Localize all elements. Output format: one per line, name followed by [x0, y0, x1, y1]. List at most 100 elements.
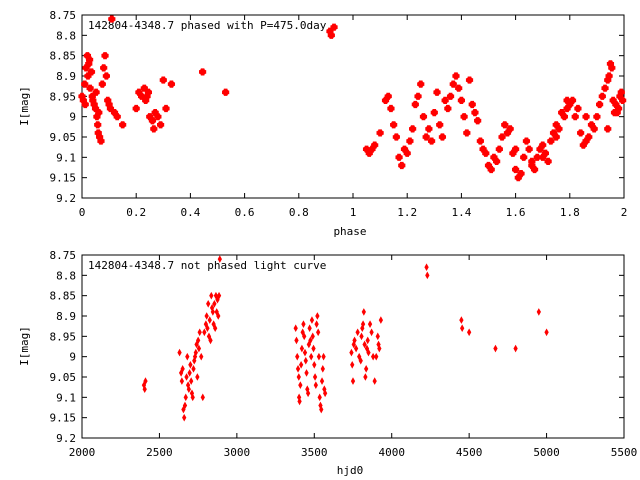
data-point: [305, 389, 311, 398]
x-tick-label: 3500: [301, 446, 328, 459]
data-point: [563, 96, 571, 104]
data-point: [187, 369, 192, 377]
data-point: [395, 153, 403, 161]
data-point: [455, 84, 463, 92]
data-point: [604, 76, 612, 84]
data-point: [143, 92, 151, 100]
data-point: [185, 352, 190, 361]
data-point: [571, 113, 579, 121]
data-point: [312, 360, 317, 369]
data-point: [188, 360, 193, 369]
x-tick-label: 3000: [224, 446, 251, 459]
data-point: [295, 352, 300, 361]
y-tick-label: 8.85: [50, 50, 77, 63]
phased-light-curve-chart: 142804-4348.7 phased with P=475.0day pha…: [18, 9, 627, 238]
data-point: [555, 125, 563, 133]
data-point: [365, 149, 373, 157]
data-point: [498, 133, 506, 141]
data-point: [419, 113, 428, 121]
data-point: [97, 137, 105, 145]
y-tick-label: 9.1: [56, 391, 76, 404]
data-point: [539, 153, 547, 161]
y-tick-label: 9.05: [50, 371, 77, 384]
data-point: [195, 336, 201, 345]
data-point: [436, 121, 444, 129]
data-point: [390, 121, 398, 129]
data-point: [156, 121, 165, 129]
data-point: [119, 121, 127, 129]
data-point: [596, 100, 604, 109]
data-point: [585, 133, 593, 141]
x-tick-label: 0.4: [180, 206, 200, 219]
x-tick-label: 1.4: [451, 206, 471, 219]
data-point: [317, 393, 322, 402]
y-tick-label: 9: [69, 351, 76, 364]
data-point: [409, 125, 417, 133]
data-point: [363, 373, 368, 381]
data-point: [459, 316, 464, 324]
data-point: [209, 291, 214, 300]
data-point: [425, 271, 430, 280]
data-point: [384, 92, 392, 100]
data-point: [362, 340, 367, 349]
data-point: [517, 170, 525, 178]
data-point: [222, 88, 230, 96]
data-point: [309, 352, 314, 361]
data-point: [311, 344, 316, 353]
data-point: [108, 15, 116, 23]
data-point: [349, 348, 354, 357]
data-point: [330, 23, 338, 31]
data-point: [463, 129, 471, 137]
data-point: [359, 332, 364, 341]
data-points: [141, 255, 549, 422]
data-point: [100, 64, 108, 72]
x-tick-label: 2500: [146, 446, 173, 459]
data-point: [182, 401, 188, 410]
data-point: [474, 117, 482, 125]
data-point: [476, 137, 484, 145]
data-point: [522, 137, 531, 145]
data-point: [468, 100, 476, 109]
data-point: [307, 324, 312, 333]
data-point: [132, 104, 140, 113]
x-ticks: 2000 2500 3000 3500 4000 4500 5000 5500: [69, 255, 637, 459]
x-tick-label: 1.6: [506, 206, 526, 219]
data-point: [378, 316, 384, 324]
data-point: [471, 109, 479, 117]
data-point: [619, 96, 627, 104]
data-point: [358, 356, 363, 365]
data-point: [425, 125, 433, 133]
data-point: [208, 336, 213, 345]
data-point: [398, 161, 406, 170]
data-point: [207, 316, 212, 324]
data-point: [360, 320, 366, 328]
chart-title: 142804-4348.7 not phased light curve: [88, 259, 326, 272]
y-tick-label: 8.8: [56, 269, 76, 282]
data-point: [296, 373, 301, 381]
data-point: [319, 405, 324, 414]
x-ticks: 0 0.2 0.4 0.6 0.8 1 1.2 1.4 1.6 1.8 2: [79, 15, 627, 219]
data-point: [303, 356, 308, 365]
x-tick-label: 0.2: [126, 206, 146, 219]
y-tick-label: 9.2: [56, 192, 76, 205]
y-tick-label: 8.9: [56, 310, 76, 323]
data-point: [322, 389, 328, 398]
y-ticks: 8.75 8.8 8.85 8.9 8.95 9 9.05 9.1 9.15 9.2: [50, 249, 624, 445]
data-point: [601, 84, 609, 92]
data-point: [182, 413, 187, 422]
data-point: [616, 92, 624, 100]
data-point: [449, 80, 457, 88]
data-point: [530, 165, 539, 174]
data-point: [162, 104, 170, 113]
data-point: [199, 352, 204, 361]
x-tick-label: 0.6: [235, 206, 255, 219]
data-point: [610, 109, 619, 117]
data-point: [365, 336, 370, 345]
unphased-light-curve-chart: 142804-4348.7 not phased light curve hjd…: [18, 249, 637, 477]
data-point: [295, 365, 301, 373]
data-point: [501, 121, 509, 129]
x-axis-label: phase: [333, 225, 366, 238]
data-point: [191, 365, 196, 373]
data-point: [177, 348, 182, 357]
